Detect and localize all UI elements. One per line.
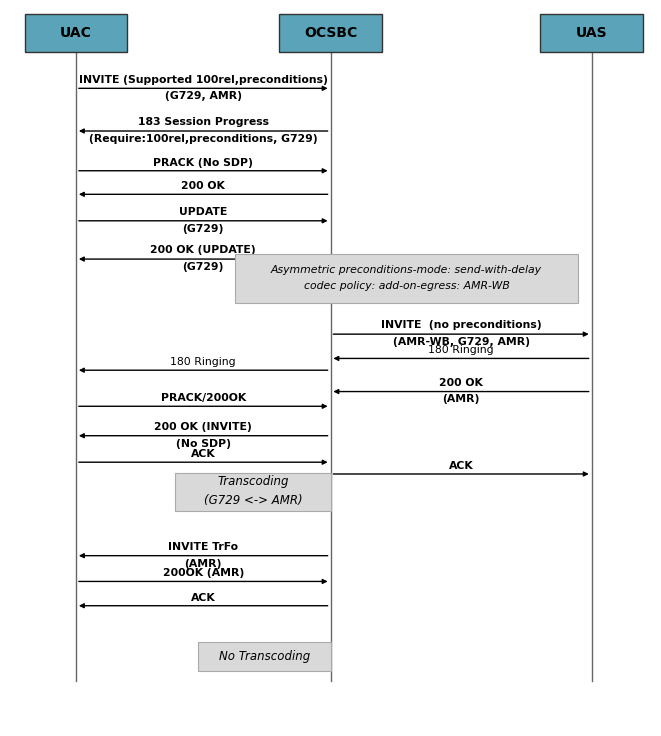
Text: (Require:100rel,preconditions, G729): (Require:100rel,preconditions, G729) (89, 134, 317, 144)
Text: (G729, AMR): (G729, AMR) (165, 91, 242, 102)
FancyBboxPatch shape (25, 14, 127, 52)
Text: ACK: ACK (449, 461, 473, 471)
Text: (G729): (G729) (182, 262, 224, 272)
Text: PRACK/200OK: PRACK/200OK (161, 393, 246, 403)
Text: (G729 <-> AMR): (G729 <-> AMR) (204, 494, 302, 507)
Text: 200 OK: 200 OK (181, 181, 225, 191)
Text: No Transcoding: No Transcoding (219, 650, 310, 663)
Text: codec policy: add-on-egress: AMR-WB: codec policy: add-on-egress: AMR-WB (303, 281, 510, 291)
FancyBboxPatch shape (279, 14, 382, 52)
Text: ACK: ACK (191, 592, 215, 603)
Text: 200 OK (INVITE): 200 OK (INVITE) (155, 422, 252, 432)
Text: 180 Ringing: 180 Ringing (428, 345, 494, 355)
Text: 200OK (AMR): 200OK (AMR) (163, 568, 244, 578)
Text: (AMR): (AMR) (442, 394, 480, 405)
Text: ACK: ACK (191, 449, 215, 459)
Text: OCSBC: OCSBC (304, 26, 357, 40)
Text: (AMR): (AMR) (184, 559, 222, 569)
Text: (No SDP): (No SDP) (176, 439, 231, 449)
Text: Transcoding: Transcoding (217, 475, 289, 488)
Text: 200 OK (UPDATE): 200 OK (UPDATE) (151, 245, 256, 255)
Text: PRACK (No SDP): PRACK (No SDP) (153, 158, 253, 168)
Text: 180 Ringing: 180 Ringing (171, 357, 236, 367)
Text: 200 OK: 200 OK (439, 378, 483, 388)
Text: UAS: UAS (576, 26, 607, 40)
Text: (G729): (G729) (182, 224, 224, 234)
Text: INVITE TrFo: INVITE TrFo (168, 542, 239, 552)
FancyBboxPatch shape (540, 14, 642, 52)
Text: UAC: UAC (60, 26, 92, 40)
Text: Asymmetric preconditions-mode: send-with-delay: Asymmetric preconditions-mode: send-with… (271, 265, 542, 275)
Text: 183 Session Progress: 183 Session Progress (137, 117, 269, 127)
FancyBboxPatch shape (175, 473, 330, 511)
Text: INVITE  (no preconditions): INVITE (no preconditions) (381, 320, 541, 330)
FancyBboxPatch shape (198, 642, 330, 671)
FancyBboxPatch shape (235, 254, 578, 303)
Text: INVITE (Supported 100rel,preconditions): INVITE (Supported 100rel,preconditions) (79, 74, 328, 85)
Text: (AMR-WB, G729, AMR): (AMR-WB, G729, AMR) (393, 337, 529, 347)
Text: UPDATE: UPDATE (179, 207, 227, 217)
